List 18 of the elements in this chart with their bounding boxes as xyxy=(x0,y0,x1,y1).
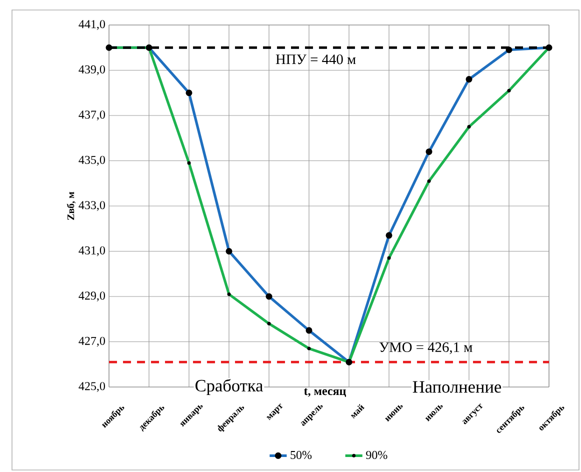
x-axis-title: t, месяц xyxy=(304,388,346,398)
y-tick-label: 437,0 xyxy=(78,110,106,120)
y-tick-label: 425,0 xyxy=(78,382,106,392)
y-tick-label: 429,0 xyxy=(78,292,106,302)
y-tick-label: 441,0 xyxy=(78,20,106,30)
annotation: Сработка xyxy=(196,378,263,396)
y-tick-label: 427,0 xyxy=(78,336,106,347)
y-tick-label: 439,0 xyxy=(78,65,106,76)
legend-label: 50% xyxy=(290,450,312,460)
annotation: Наполнение xyxy=(412,381,502,393)
y-tick-label: 433,0 xyxy=(78,201,106,211)
ref-line-label: НПУ = 440 м xyxy=(276,54,356,64)
legend-label: 90% xyxy=(366,450,388,460)
y-tick-label: 431,0 xyxy=(78,246,106,256)
ref-line-label: УМО = 426,1 м xyxy=(379,342,472,354)
y-axis-title: Zвб, м xyxy=(66,192,76,220)
x-tick-label: май xyxy=(350,404,365,419)
y-tick-label: 435,0 xyxy=(78,156,106,166)
